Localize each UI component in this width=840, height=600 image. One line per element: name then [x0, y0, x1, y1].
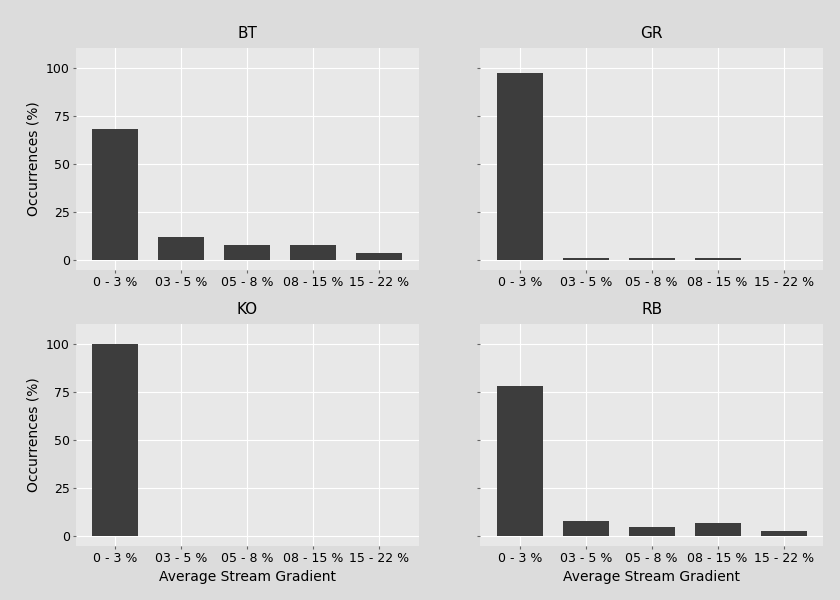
Y-axis label: Occurrences (%): Occurrences (%): [27, 378, 40, 493]
Bar: [563, 521, 609, 536]
Bar: [496, 386, 543, 536]
Text: GR: GR: [640, 26, 663, 41]
Bar: [563, 259, 609, 260]
Bar: [628, 527, 675, 536]
Bar: [496, 73, 543, 260]
Bar: [224, 245, 270, 260]
Bar: [92, 129, 139, 260]
Text: BT: BT: [237, 26, 257, 41]
Bar: [695, 523, 741, 536]
Y-axis label: Occurrences (%): Occurrences (%): [27, 102, 40, 217]
Bar: [760, 530, 806, 536]
Bar: [92, 344, 139, 536]
Bar: [695, 259, 741, 260]
Bar: [356, 253, 402, 260]
Text: KO: KO: [237, 302, 258, 317]
X-axis label: Average Stream Gradient: Average Stream Gradient: [159, 570, 335, 584]
Text: RB: RB: [641, 302, 662, 317]
Bar: [158, 237, 204, 260]
X-axis label: Average Stream Gradient: Average Stream Gradient: [564, 570, 740, 584]
Bar: [628, 259, 675, 260]
Bar: [290, 245, 336, 260]
